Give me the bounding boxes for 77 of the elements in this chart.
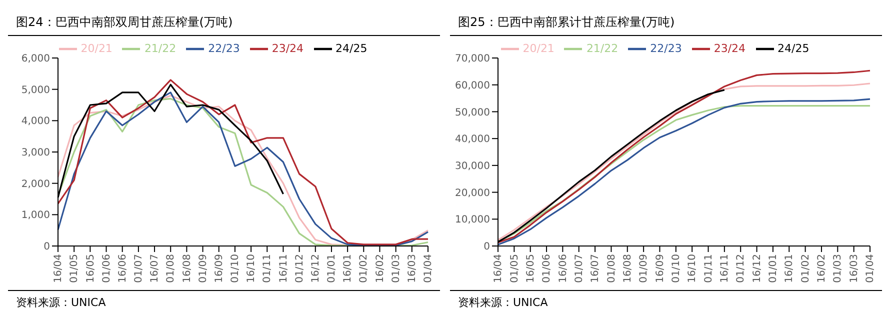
x-tick-label: 16/11 (720, 254, 731, 283)
x-tick-label: 01/06 (101, 254, 112, 283)
y-tick-label: 50,000 (455, 107, 490, 118)
legend-label: 24/25 (336, 42, 368, 56)
x-tick-label: 01/05 (69, 254, 80, 283)
x-tick-label: 16/07 (150, 254, 161, 283)
x-tick-label: 01/07 (574, 254, 585, 283)
x-tick-label: 01/03 (832, 254, 844, 283)
legend-label: 24/25 (778, 42, 810, 56)
legend-label: 21/22 (586, 42, 618, 56)
y-tick-label: 20,000 (455, 188, 490, 199)
y-tick-label: 5,000 (21, 84, 50, 96)
x-tick-label: 16/01 (342, 254, 354, 283)
x-tick-label: 01/11 (262, 254, 274, 283)
legend-label: 21/22 (144, 42, 176, 56)
x-tick-label: 16/10 (687, 254, 698, 283)
y-tick-label: 4,000 (21, 116, 50, 128)
y-tick-label: 60,000 (455, 80, 490, 92)
x-tick-label: 16/12 (752, 254, 763, 283)
y-tick-label: 70,000 (455, 54, 490, 65)
x-tick-label: 16/02 (816, 254, 828, 283)
x-tick-label: 01/10 (230, 254, 242, 283)
x-tick-label: 16/05 (525, 254, 536, 283)
x-tick-label: 01/01 (768, 254, 780, 283)
x-tick-label: 16/10 (246, 254, 258, 283)
x-tick-label: 01/06 (542, 254, 553, 283)
text: 资料来源：UNICA (16, 295, 107, 310)
x-tick-label: 01/12 (294, 254, 306, 283)
x-tick-label: 01/09 (638, 254, 650, 283)
x-tick-label: 16/06 (558, 254, 569, 283)
x-tick-label: 01/02 (800, 254, 812, 283)
y-tick-label: 0 (484, 242, 490, 253)
y-tick-label: 1,000 (21, 210, 50, 222)
x-tick-label: 16/06 (117, 254, 128, 283)
x-tick-label: 01/03 (390, 254, 402, 283)
x-tick-label: 01/10 (671, 254, 682, 283)
x-tick-label: 01/04 (865, 254, 876, 283)
legend-label: 23/24 (272, 42, 304, 56)
chart-title: 图25：巴西中南部累计甘蔗压榨量(万吨) (450, 8, 882, 36)
legend-label: 22/23 (208, 42, 240, 56)
x-tick-label: 16/09 (654, 254, 666, 283)
x-tick-label: 16/03 (407, 254, 418, 283)
x-tick-label: 01/01 (326, 254, 338, 283)
legend-label: 23/24 (714, 42, 746, 56)
x-tick-label: 16/07 (590, 254, 602, 283)
x-tick-label: 16/08 (622, 254, 634, 283)
x-tick-label: 16/11 (278, 254, 290, 283)
x-tick-label: 01/08 (166, 254, 177, 283)
y-tick-label: 3,000 (21, 148, 50, 159)
x-tick-label: 16/01 (784, 254, 796, 283)
x-tick-label: 01/05 (509, 254, 520, 283)
x-tick-label: 16/02 (374, 254, 386, 283)
x-tick-label: 16/08 (182, 254, 193, 283)
y-tick-label: 30,000 (455, 160, 490, 172)
x-tick-label: 01/02 (358, 254, 370, 283)
chart-title: 图24：巴西中南部双周甘蔗压榨量(万吨) (8, 8, 440, 36)
x-tick-label: 01/09 (198, 254, 209, 283)
y-tick-label: 40,000 (455, 134, 490, 146)
x-tick-label: 01/11 (703, 254, 714, 283)
legend-label: 20/21 (80, 42, 112, 56)
text: 资料来源：UNICA (458, 295, 549, 310)
x-tick-label: 16/04 (53, 254, 64, 283)
x-tick-label: 16/03 (848, 254, 860, 283)
x-tick-label: 16/04 (493, 254, 504, 283)
x-tick-label: 16/09 (214, 254, 225, 283)
y-tick-label: 10,000 (455, 214, 490, 226)
x-tick-label: 01/07 (134, 254, 145, 283)
x-tick-label: 16/05 (85, 254, 96, 283)
legend-label: 20/21 (522, 42, 554, 56)
x-tick-label: 16/12 (310, 254, 322, 283)
y-tick-label: 2,000 (21, 178, 50, 190)
x-tick-label: 01/12 (736, 254, 747, 283)
y-tick-label: 6,000 (21, 54, 50, 65)
x-tick-label: 01/04 (423, 254, 434, 283)
y-tick-label: 0 (44, 242, 50, 253)
x-tick-label: 01/08 (606, 254, 618, 283)
legend-label: 22/23 (650, 42, 682, 56)
